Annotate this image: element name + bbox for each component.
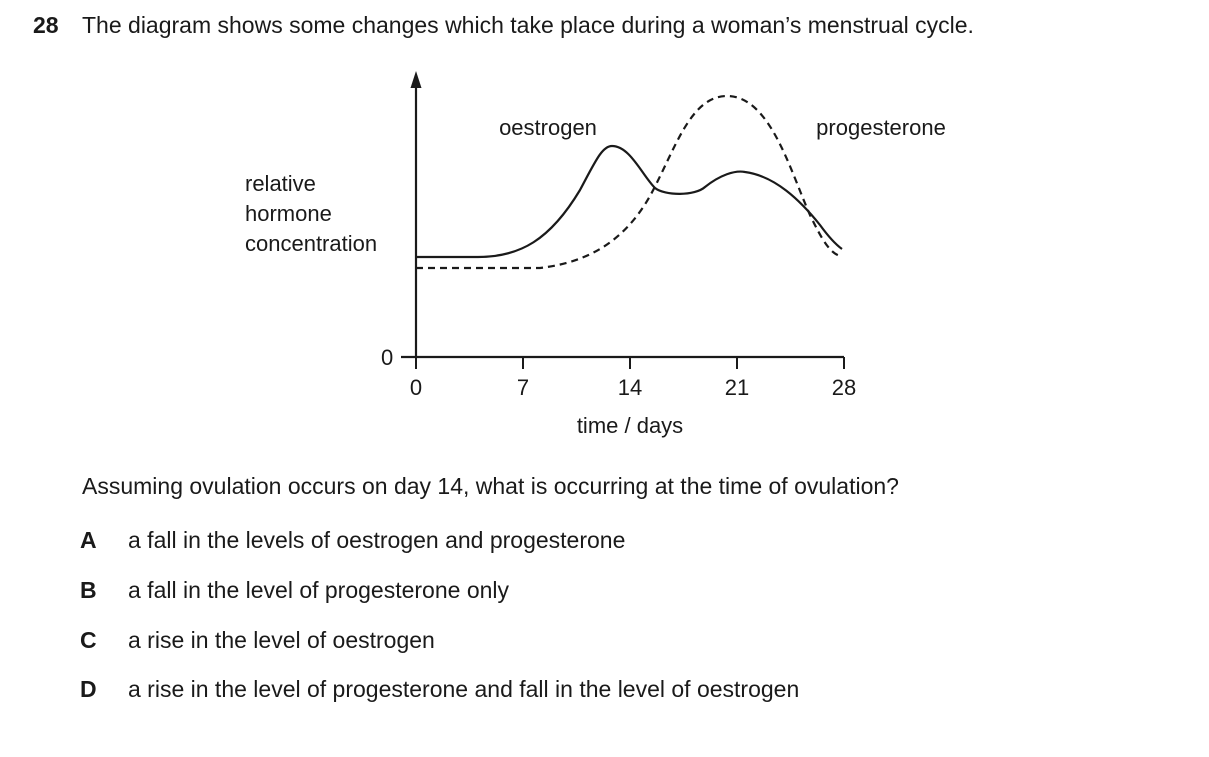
option-text: a fall in the levels of oestrogen and pr… [128,527,626,553]
x-tick-label-28: 28 [832,375,856,400]
option-letter: A [80,527,97,553]
option-text: a rise in the level of oestrogen [128,627,435,653]
x-tick-label-0: 0 [410,375,422,400]
option-a[interactable]: A a fall in the levels of oestrogen and … [80,527,625,554]
question-stem: The diagram shows some changes which tak… [82,12,974,38]
x-axis-label: time / days [577,413,683,438]
y-label-line-1: relative [245,171,316,196]
option-letter: C [80,627,97,653]
option-c[interactable]: C a rise in the level of oestrogen [80,627,435,654]
hormone-diagram: relative hormone concentration 0 0 7 14 … [245,71,946,438]
oestrogen-label: oestrogen [499,115,597,140]
option-text: a fall in the level of progesterone only [128,577,510,603]
y-zero-label: 0 [381,345,393,370]
option-b[interactable]: B a fall in the level of progesterone on… [80,577,509,604]
progesterone-curve [416,94,841,270]
x-tick-label-14: 14 [618,375,642,400]
question-prompt: Assuming ovulation occurs on day 14, wha… [82,473,899,499]
option-text: a rise in the level of progesterone and … [128,676,800,702]
option-letter: B [80,577,97,603]
y-axis-arrow [410,71,422,88]
option-letter: D [80,676,97,702]
x-tick-label-7: 7 [517,375,529,400]
question-number: 28 [33,12,59,38]
option-d[interactable]: D a rise in the level of progesterone an… [80,676,799,703]
x-tick-label-21: 21 [725,375,749,400]
y-label-line-3: concentration [245,231,377,256]
y-label-line-2: hormone [245,201,332,226]
oestrogen-curve [416,144,843,259]
progesterone-label: progesterone [816,115,946,140]
